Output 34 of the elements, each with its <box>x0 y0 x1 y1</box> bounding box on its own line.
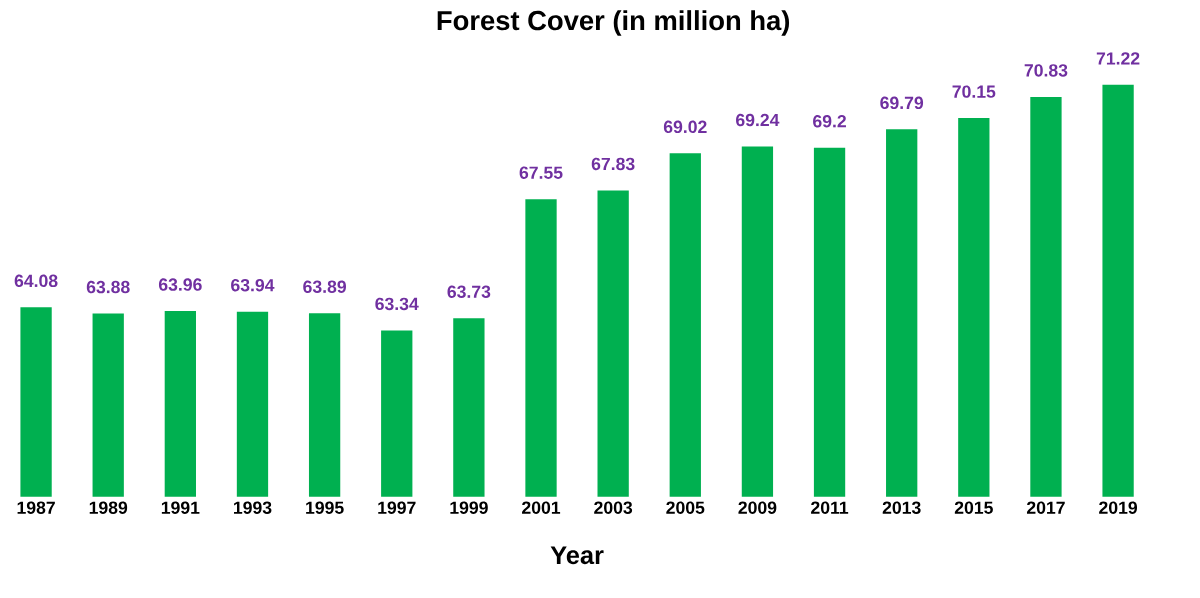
x-tick-label: 1995 <box>306 501 344 515</box>
x-tick-label: 1991 <box>161 501 200 515</box>
x-tick-label: 1997 <box>378 501 416 515</box>
data-label: 70.15 <box>952 85 996 99</box>
x-tick-label: 2001 <box>522 501 561 515</box>
data-label: 67.83 <box>591 157 635 171</box>
x-tick-label: 1989 <box>89 501 128 515</box>
data-label: 63.96 <box>158 278 202 292</box>
x-tick-label: 1999 <box>450 501 488 515</box>
data-label: 67.55 <box>519 166 563 180</box>
chart-title: Forest Cover (in million ha) <box>437 10 790 36</box>
x-tick-label: 2011 <box>811 501 849 515</box>
x-tick-label: 2013 <box>882 501 921 515</box>
x-tick-label: 2015 <box>954 501 993 515</box>
x-tick-label: 2019 <box>1099 501 1138 515</box>
x-tick-label: 1993 <box>234 501 272 515</box>
data-label: 64.08 <box>14 274 58 288</box>
data-label: 69.02 <box>663 120 707 134</box>
data-label: 69.24 <box>736 113 780 127</box>
data-label: 63.73 <box>447 285 491 299</box>
data-label: 70.83 <box>1024 64 1068 77</box>
x-tick-label: 1987 <box>17 501 55 515</box>
data-label: 63.89 <box>303 280 346 294</box>
x-tick-label: 2003 <box>594 501 633 515</box>
x-tick-label: 2017 <box>1026 501 1065 515</box>
data-label: 71.22 <box>1096 52 1140 65</box>
data-label: 63.88 <box>86 281 130 294</box>
x-tick-label: 2005 <box>666 501 705 515</box>
data-label: 63.34 <box>375 297 419 311</box>
data-label: 63.94 <box>231 279 275 292</box>
data-label: 69.79 <box>880 96 924 110</box>
data-label: 69.2 <box>813 115 846 128</box>
x-axis-title: Year <box>550 546 604 565</box>
x-tick-label: 2009 <box>738 501 777 515</box>
